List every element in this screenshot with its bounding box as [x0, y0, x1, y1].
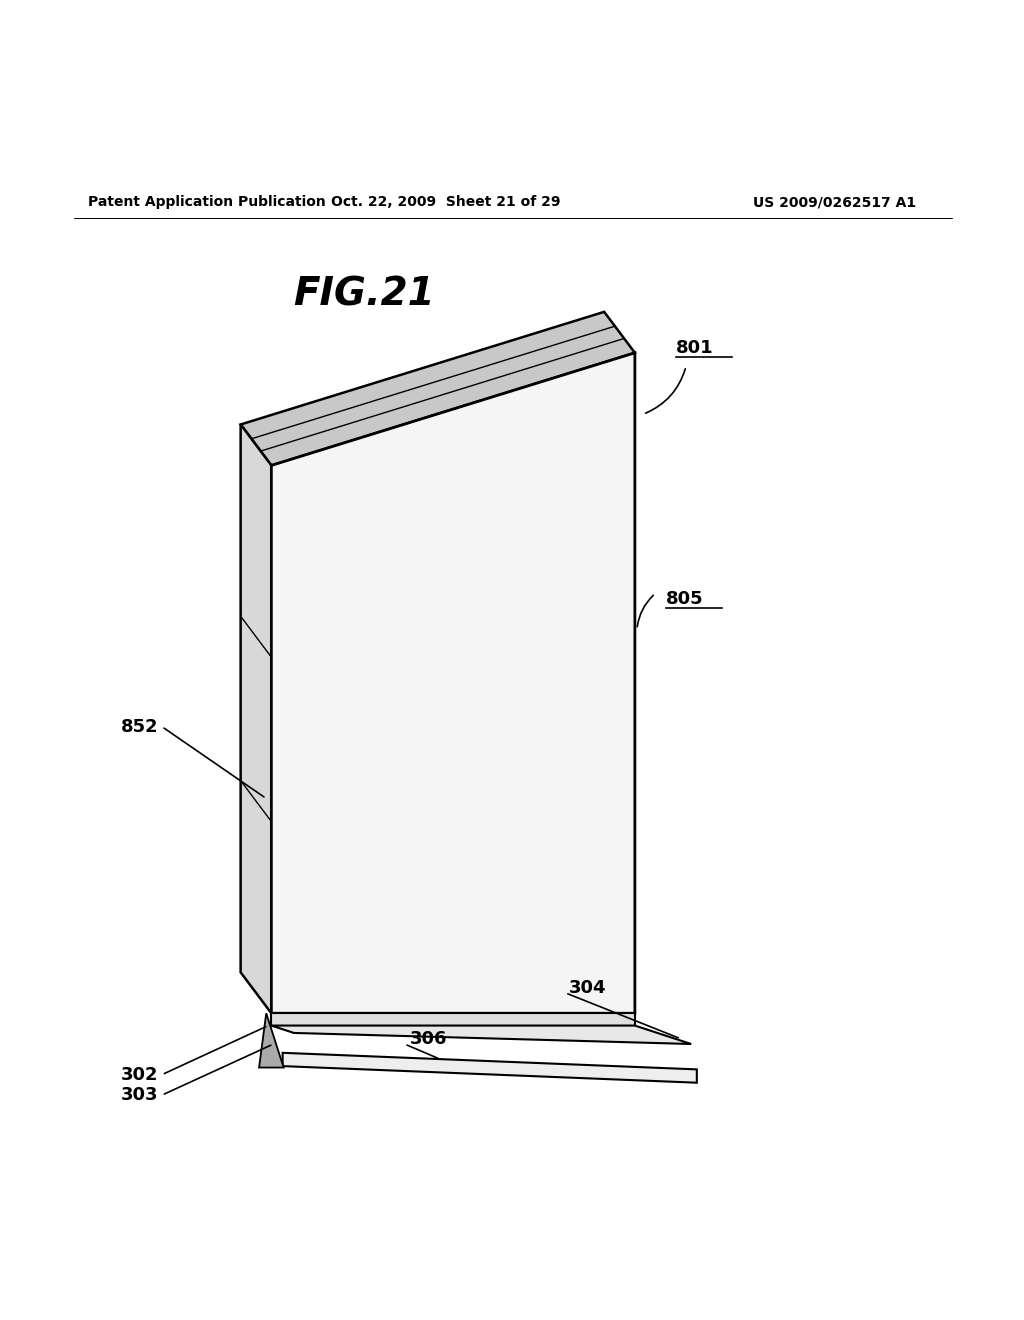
Text: 801: 801 [676, 339, 714, 356]
Text: FIG.21: FIG.21 [293, 276, 434, 313]
Polygon shape [241, 312, 635, 466]
Polygon shape [259, 1014, 284, 1068]
Text: 306: 306 [410, 1030, 447, 1048]
Text: 304: 304 [568, 978, 606, 997]
Text: Patent Application Publication: Patent Application Publication [88, 195, 326, 210]
Text: Oct. 22, 2009  Sheet 21 of 29: Oct. 22, 2009 Sheet 21 of 29 [331, 195, 560, 210]
Text: 852: 852 [121, 718, 159, 735]
Polygon shape [271, 1014, 635, 1026]
Polygon shape [283, 1053, 696, 1082]
Text: 805: 805 [666, 590, 703, 607]
Polygon shape [271, 352, 635, 1014]
Text: 303: 303 [121, 1086, 159, 1105]
Polygon shape [271, 1026, 691, 1044]
Text: 302: 302 [121, 1065, 159, 1084]
Text: US 2009/0262517 A1: US 2009/0262517 A1 [754, 195, 916, 210]
Polygon shape [241, 425, 271, 1014]
